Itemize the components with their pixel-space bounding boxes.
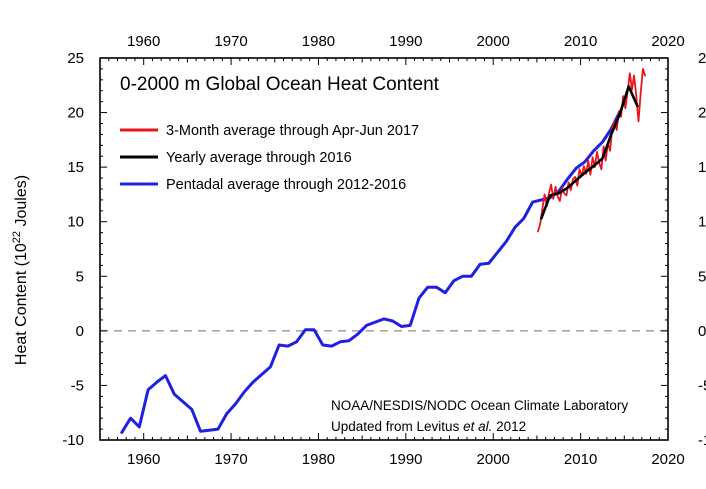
x-tick-label-bottom: 1980 xyxy=(302,451,335,468)
legend-entry-pentadal-label: Pentadal average through 2012-2016 xyxy=(166,177,406,193)
y-tick-label-left: -5 xyxy=(71,377,84,394)
y-tick-label-right: 5 xyxy=(698,268,706,285)
y-tick-label-left: 0 xyxy=(76,323,84,340)
x-tick-label-bottom: 2000 xyxy=(477,451,510,468)
y-tick-label-right: 10 xyxy=(698,214,706,231)
x-tick-label-top: 1970 xyxy=(214,33,247,50)
x-tick-label-bottom: 2020 xyxy=(651,451,684,468)
series-pentadal-line xyxy=(120,110,622,434)
x-tick-label-top: 2020 xyxy=(651,33,684,50)
x-tick-label-top: 1960 xyxy=(127,33,160,50)
legend: 3-Month average through Apr-Jun 2017 Year… xyxy=(120,123,419,193)
y-axis-label-suffix: Joules) xyxy=(13,175,30,231)
y-tick-label-left: 25 xyxy=(67,50,84,67)
x-tick-label-top: 2000 xyxy=(477,33,510,50)
x-tick-label-bottom: 1960 xyxy=(127,451,160,468)
x-tick-label-top: 1980 xyxy=(302,33,335,50)
y-axis-label-main: Heat Content (10 xyxy=(13,243,30,365)
y-tick-label-left: -10 xyxy=(62,432,84,449)
x-tick-label-bottom: 2010 xyxy=(564,451,597,468)
y-tick-label-right: 0 xyxy=(698,323,706,340)
legend-entry-3-month-label: 3-Month average through Apr-Jun 2017 xyxy=(166,123,419,139)
series-layer xyxy=(120,68,646,434)
credit-line-2-italic: et al. xyxy=(463,419,492,434)
y-axis-label-exponent: 22 xyxy=(11,231,23,243)
y-tick-label-right: 15 xyxy=(698,159,706,176)
x-tick-label-top: 2010 xyxy=(564,33,597,50)
y-tick-label-right: 25 xyxy=(698,50,706,67)
series-3-month-line xyxy=(537,68,646,233)
y-tick-label-right: 20 xyxy=(698,105,706,122)
credit-line-2: Updated from Levitus et al. 2012 xyxy=(331,419,526,434)
y-tick-label-left: 20 xyxy=(67,105,84,122)
tick-layer: 1960196019701970198019801990199020002000… xyxy=(62,33,706,468)
y-tick-label-right: -5 xyxy=(698,377,706,394)
x-tick-label-bottom: 1970 xyxy=(214,451,247,468)
credit-line-1: NOAA/NESDIS/NODC Ocean Climate Laborator… xyxy=(331,398,628,413)
y-tick-label-left: 15 xyxy=(67,159,84,176)
legend-entry-yearly-label: Yearly average through 2016 xyxy=(166,150,352,166)
x-tick-label-bottom: 1990 xyxy=(389,451,422,468)
x-tick-label-top: 1990 xyxy=(389,33,422,50)
chart-title: 0-2000 m Global Ocean Heat Content xyxy=(120,74,440,95)
credit-line-2-suffix: 2012 xyxy=(492,419,526,434)
credit-line-2-prefix: Updated from Levitus xyxy=(331,419,463,434)
y-tick-label-right: -10 xyxy=(698,432,706,449)
series-yearly-line xyxy=(539,85,639,220)
y-axis-label: Heat Content (1022 Joules) xyxy=(11,175,30,365)
y-tick-label-left: 10 xyxy=(67,214,84,231)
y-tick-label-left: 5 xyxy=(76,268,84,285)
plot-frame xyxy=(99,57,669,441)
